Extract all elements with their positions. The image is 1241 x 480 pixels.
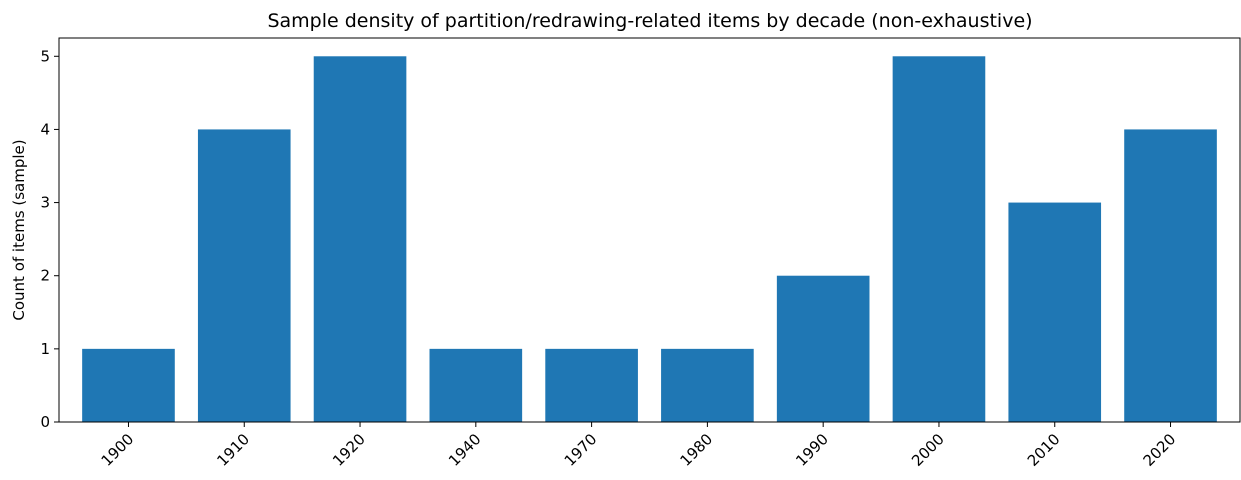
y-tick-label: 5 xyxy=(40,47,50,65)
bar-1910 xyxy=(197,129,291,422)
x-tick-label: 2020 xyxy=(1140,430,1180,470)
x-tick-label: 1970 xyxy=(561,430,601,470)
bars-group xyxy=(82,56,1217,423)
y-axis-ticks: 0 1 2 3 4 5 xyxy=(40,47,59,431)
x-tick-label: 1990 xyxy=(792,430,832,470)
bar-1990 xyxy=(776,275,870,422)
y-axis-label: Count of items (sample) xyxy=(10,139,28,320)
bar-1920 xyxy=(313,56,407,423)
y-tick-label: 4 xyxy=(40,120,50,138)
y-tick-label: 3 xyxy=(40,194,50,212)
y-tick-label: 2 xyxy=(40,267,50,285)
x-tick-label: 2010 xyxy=(1024,430,1064,470)
bar-2020 xyxy=(1124,129,1217,422)
x-tick-label: 1920 xyxy=(329,430,369,470)
y-tick-label: 1 xyxy=(40,340,50,358)
bar-1940 xyxy=(429,348,523,422)
x-tick-label: 1980 xyxy=(676,430,716,470)
bar-1900 xyxy=(82,348,175,422)
x-tick-label: 1940 xyxy=(445,430,485,470)
y-tick-label: 0 xyxy=(40,413,50,431)
x-tick-label: 1910 xyxy=(213,430,253,470)
x-axis-ticks: 1900 1910 1920 1940 1970 1980 1990 2000 2010 2020 xyxy=(98,422,1180,470)
chart-title: Sample density of partition/redrawing-re… xyxy=(267,10,1032,32)
bar-2000 xyxy=(892,56,986,423)
bar-1970 xyxy=(545,348,638,422)
x-tick-label: 2000 xyxy=(908,430,948,470)
plot-frame xyxy=(58,37,1241,423)
bar-2010 xyxy=(1008,202,1102,422)
x-tick-label: 1900 xyxy=(98,430,138,470)
bar-1980 xyxy=(661,348,754,422)
